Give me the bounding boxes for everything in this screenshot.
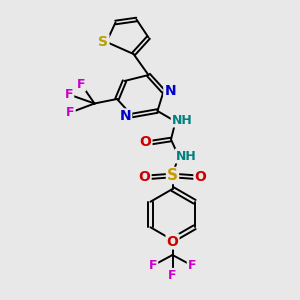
Text: NH: NH — [176, 149, 197, 163]
Text: F: F — [66, 106, 75, 119]
Text: O: O — [140, 136, 152, 149]
Text: O: O — [139, 170, 151, 184]
Text: N: N — [120, 110, 131, 123]
Text: N: N — [164, 84, 176, 98]
Text: NH: NH — [172, 113, 193, 127]
Text: F: F — [149, 259, 157, 272]
Text: S: S — [98, 35, 109, 49]
Text: O: O — [194, 170, 206, 184]
Text: S: S — [167, 168, 178, 183]
Text: F: F — [65, 88, 73, 101]
Text: F: F — [77, 77, 85, 91]
Text: F: F — [188, 259, 196, 272]
Text: O: O — [167, 235, 178, 248]
Text: F: F — [168, 269, 177, 282]
